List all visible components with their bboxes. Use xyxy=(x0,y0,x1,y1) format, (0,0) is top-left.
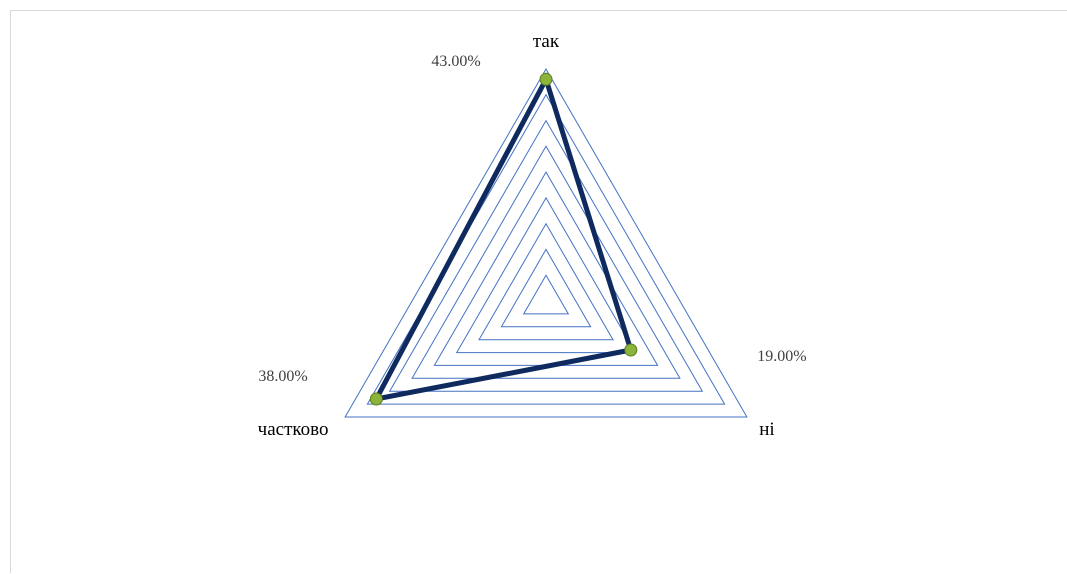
grid-ring-7 xyxy=(388,119,704,392)
data-point-ni xyxy=(624,343,638,357)
radar-chart: так ні частково 43.00% 19.00% 38.00% xyxy=(258,31,807,440)
category-label-chastkovo: частково xyxy=(258,419,329,440)
grid-ring-4 xyxy=(455,196,637,354)
grid-ring-1 xyxy=(522,274,570,315)
radar-series xyxy=(373,76,634,402)
data-label-ni: 19.00% xyxy=(757,348,806,365)
series-line xyxy=(373,76,634,402)
data-point-tak xyxy=(539,72,553,86)
category-label-tak: так xyxy=(533,31,560,52)
grid-ring-6 xyxy=(411,145,681,379)
grid-ring-3 xyxy=(478,222,614,341)
radar-markers xyxy=(369,72,638,406)
category-label-ni: ні xyxy=(759,419,774,440)
grid-ring-9 xyxy=(344,67,748,418)
grid-ring-2 xyxy=(500,248,592,328)
data-point-chastkovo xyxy=(369,392,383,406)
chart-area: так ні частково 43.00% 19.00% 38.00% xyxy=(10,10,1067,573)
data-label-tak: 43.00% xyxy=(431,53,480,70)
data-label-chastkovo: 38.00% xyxy=(258,368,307,385)
